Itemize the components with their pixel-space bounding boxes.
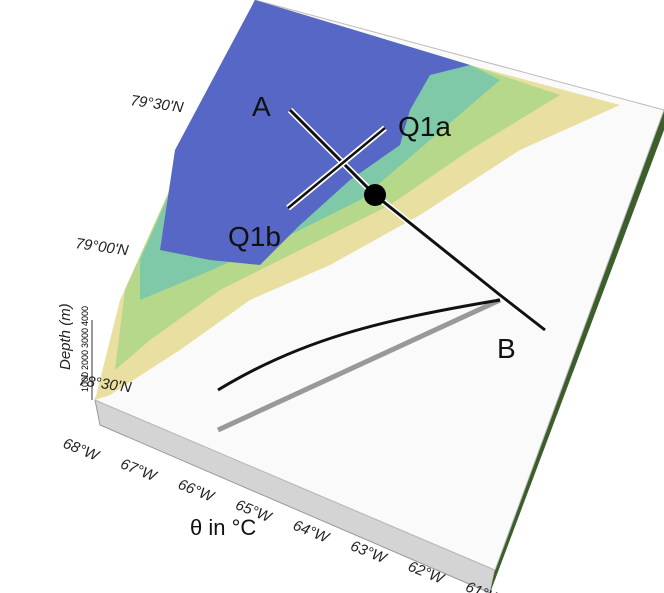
point-label: Q1a: [398, 111, 451, 142]
point-label: B: [497, 333, 516, 364]
map-view: Depth (m) 1000 2000 3000 4000 79°30'N 79…: [0, 0, 664, 593]
depth-tick: 4000: [80, 306, 90, 326]
lat-label: 79°30'N: [129, 92, 184, 116]
legend-title: θ in °C: [190, 515, 256, 540]
depth-label: Depth (m): [57, 303, 74, 370]
point-label: A: [252, 91, 271, 122]
lon-label: 67°W: [118, 455, 160, 485]
depth-tick: 2000: [80, 350, 90, 370]
depth-tick: 3000: [80, 328, 90, 348]
lat-label: 79°00'N: [74, 235, 129, 259]
station-dot: [364, 184, 386, 206]
lon-label: 68°W: [61, 435, 103, 465]
point-label: Q1b: [228, 221, 281, 252]
lon-label: 66°W: [176, 476, 218, 506]
